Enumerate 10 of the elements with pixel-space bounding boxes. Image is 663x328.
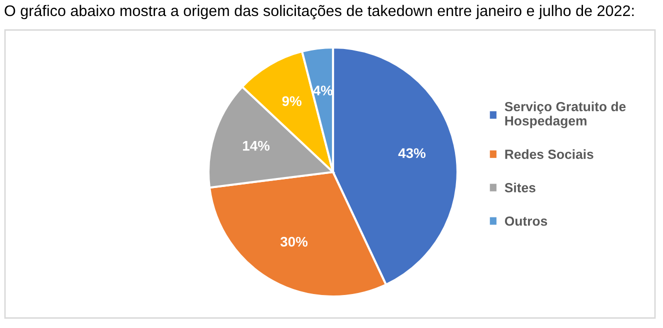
data-label: 43% — [398, 148, 426, 158]
chart-title: O gráfico abaixo mostra a origem das solicitações de takedown entre janeiro e julho de 2022: — [4, 4, 634, 20]
data-label: 4% — [313, 86, 333, 96]
data-label: 30% — [280, 236, 308, 247]
legend-label: Outros — [504, 216, 548, 226]
data-label: 9% — [282, 96, 302, 106]
legend-label: Sites — [504, 182, 536, 192]
data-label: 14% — [243, 140, 270, 151]
legend-label: Serviço Gratuito de Hospedagem — [504, 102, 626, 128]
legend-label: Redes Sociais — [505, 149, 594, 159]
